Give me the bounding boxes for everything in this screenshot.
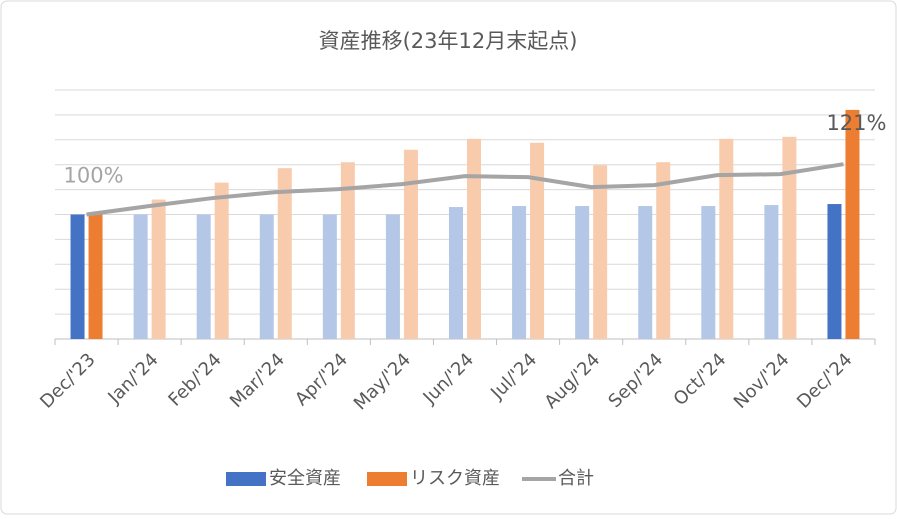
bar <box>259 214 274 339</box>
bar <box>322 214 337 339</box>
bar <box>277 168 292 339</box>
legend-label: リスク資産 <box>410 468 500 489</box>
bar <box>656 162 671 339</box>
legend-swatch <box>226 472 266 486</box>
bar <box>467 138 481 339</box>
bar <box>845 109 860 339</box>
legend-label: 安全資産 <box>269 468 341 489</box>
bar <box>403 149 418 339</box>
data-label: 121% <box>826 111 886 135</box>
bar <box>133 214 148 339</box>
bar <box>70 214 85 339</box>
bar <box>530 142 545 339</box>
bar <box>593 165 608 339</box>
bar <box>512 206 527 339</box>
legend-swatch <box>367 472 407 486</box>
bar <box>151 199 166 339</box>
bar <box>701 206 716 339</box>
bar <box>449 207 463 339</box>
data-label: 100% <box>64 164 124 188</box>
line <box>86 162 844 217</box>
bar <box>385 214 400 339</box>
bar <box>827 204 842 339</box>
legend-label: 合計 <box>558 468 594 489</box>
bar <box>638 206 653 339</box>
bar <box>575 206 590 339</box>
bar <box>340 162 355 339</box>
bar <box>764 205 779 339</box>
chart-title: 資産推移(23年12月末起点) <box>319 29 578 53</box>
bar <box>196 214 211 339</box>
bar <box>719 138 734 339</box>
bar <box>88 214 103 339</box>
bar <box>214 182 229 339</box>
bar <box>782 136 797 339</box>
